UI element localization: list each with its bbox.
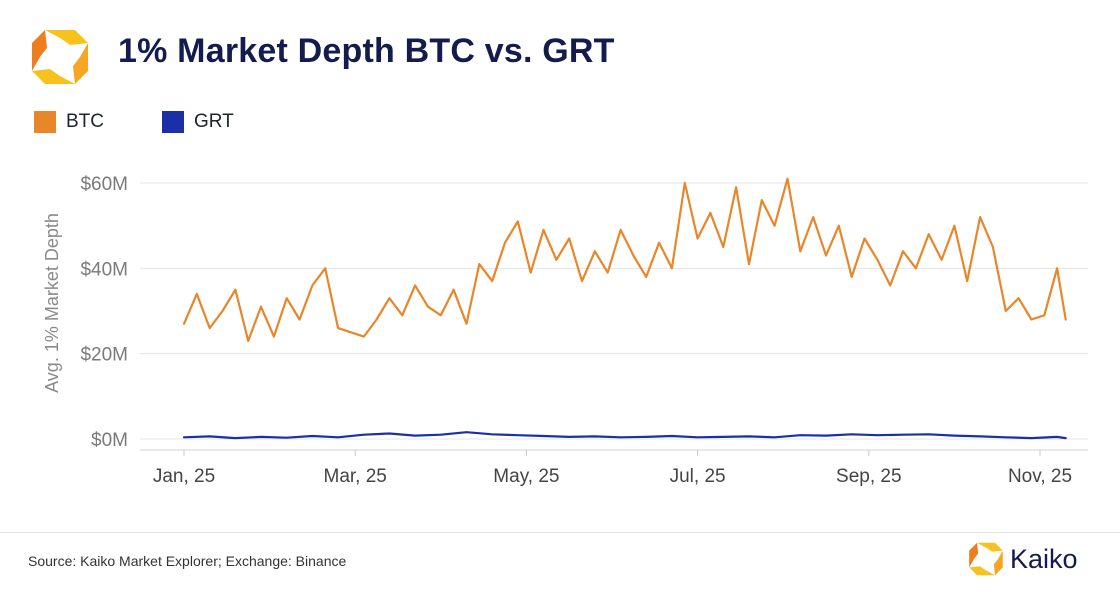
y-tick-label: $0M	[91, 430, 128, 451]
legend-swatch-grt	[162, 111, 184, 133]
footer-divider	[0, 532, 1120, 533]
brand-mark: Kaiko	[968, 541, 1078, 577]
chart-legend: BTC GRT	[34, 111, 292, 133]
kaiko-brand-icon	[969, 542, 1003, 576]
page-title: 1% Market Depth BTC vs. GRT	[118, 32, 615, 70]
legend-swatch-btc	[34, 111, 56, 133]
legend-label-btc: BTC	[66, 111, 104, 132]
legend-item-btc: BTC	[34, 111, 104, 133]
x-tick-label: May, 25	[493, 466, 559, 487]
series-line-btc	[182, 177, 1067, 342]
x-tick-label: Jul, 25	[670, 466, 726, 487]
y-axis-label: Avg. 1% Market Depth	[42, 213, 62, 393]
market-depth-chart: $0M $20M $40M $60M Jan, 25 Mar, 25 May, 25 Jul,…	[42, 174, 1088, 487]
y-tick-label: $40M	[80, 259, 128, 280]
y-tick-label: $20M	[80, 345, 128, 366]
brand-name: Kaiko	[1010, 543, 1078, 574]
x-tick-label: Sep, 25	[836, 466, 902, 487]
y-tick-label: $60M	[80, 174, 128, 195]
x-tick-label: Nov, 25	[1008, 466, 1072, 487]
source-note: Source: Kaiko Market Explorer; Exchange:…	[28, 553, 347, 569]
series-line-grt	[182, 431, 1067, 440]
x-tick-label: Jan, 25	[153, 466, 215, 487]
kaiko-logo	[32, 30, 88, 84]
legend-item-grt: GRT	[162, 111, 234, 133]
legend-label-grt: GRT	[194, 111, 234, 132]
x-tick-label: Mar, 25	[324, 466, 387, 487]
